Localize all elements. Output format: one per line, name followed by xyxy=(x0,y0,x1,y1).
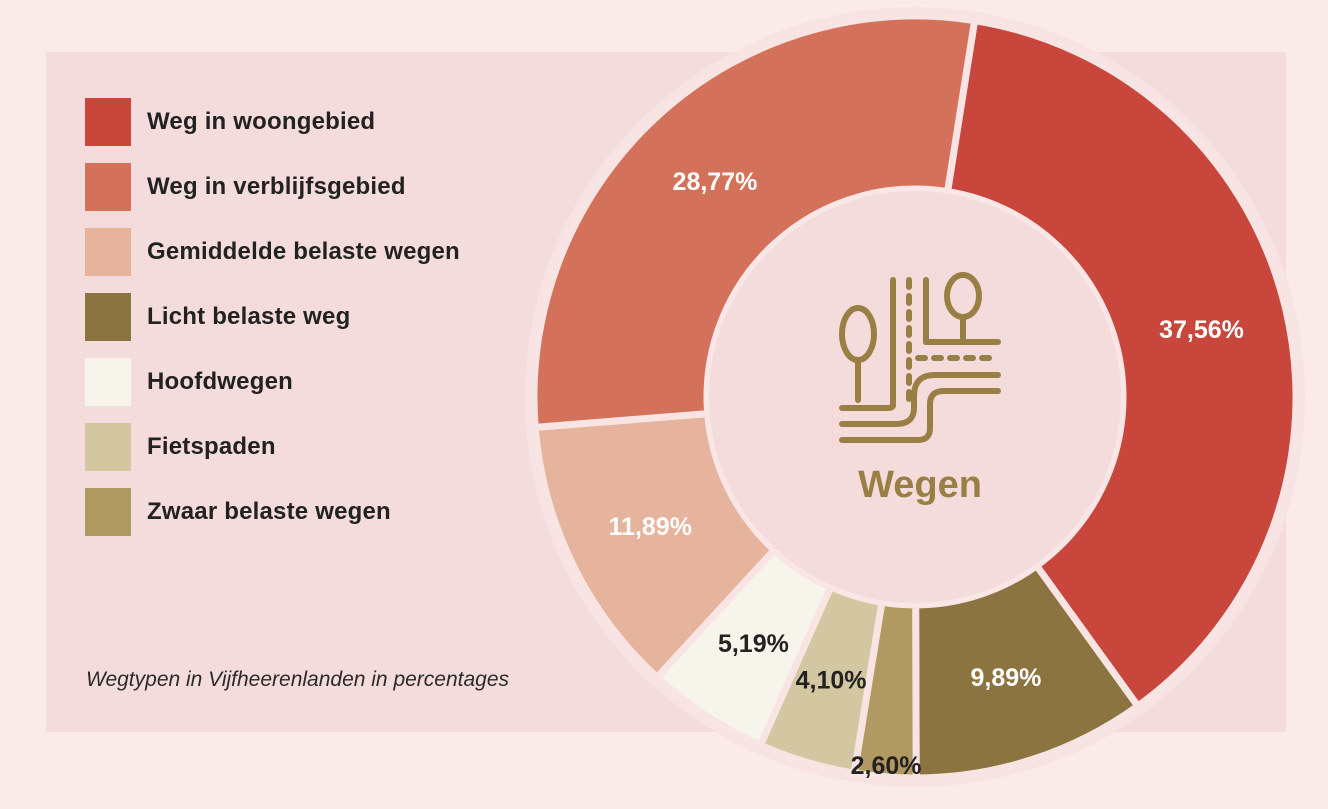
legend-swatch xyxy=(85,163,131,211)
legend-label: Zwaar belaste wegen xyxy=(147,498,391,525)
legend-item-weg-in-woongebied: Weg in woongebied xyxy=(85,98,460,146)
segment-label-weg-in-woongebied: 37,56% xyxy=(1159,316,1244,344)
legend-label: Gemiddelde belaste wegen xyxy=(147,238,460,265)
legend-label: Fietspaden xyxy=(147,433,276,460)
chart-caption: Wegtypen in Vijfheerenlanden in percenta… xyxy=(86,668,510,691)
legend-item-zwaar-belaste-wegen: Zwaar belaste wegen xyxy=(85,488,460,536)
legend-label: Weg in verblijfsgebied xyxy=(147,173,406,200)
segment-label-weg-in-verblijfsgebied: 28,77% xyxy=(673,168,758,196)
legend-label: Weg in woongebied xyxy=(147,108,376,135)
legend-item-fietspaden: Fietspaden xyxy=(85,423,460,471)
center-label: Wegen xyxy=(858,464,982,506)
legend-item-hoofdwegen: Hoofdwegen xyxy=(85,358,460,406)
legend-item-gemiddelde-belaste-wegen: Gemiddelde belaste wegen xyxy=(85,228,460,276)
legend-swatch xyxy=(85,98,131,146)
legend-label: Licht belaste weg xyxy=(147,303,351,330)
segment-label-gemiddelde-belaste-wegen: 11,89% xyxy=(609,513,692,541)
segment-label-fietspaden: 4,10% xyxy=(796,666,867,694)
legend-swatch xyxy=(85,358,131,406)
segment-labels: 37,56% 9,89% 2,60% 4,10%5,19% 11,89% 28,77% xyxy=(609,168,1244,780)
segment-label-licht-belaste-weg: 9,89% xyxy=(970,664,1041,692)
segment-label-hoofdwegen: 5,19% xyxy=(718,630,789,658)
road-with-trees-icon xyxy=(839,272,1001,443)
legend-swatch xyxy=(85,423,131,471)
legend-item-licht-belaste-weg: Licht belaste weg xyxy=(85,293,460,341)
legend-swatch xyxy=(85,293,131,341)
legend-swatch xyxy=(85,488,131,536)
legend: Weg in woongebied Weg in verblijfsgebied G… xyxy=(85,98,460,553)
legend-label: Hoofdwegen xyxy=(147,368,293,395)
legend-swatch xyxy=(85,228,131,276)
legend-item-weg-in-verblijfsgebied: Weg in verblijfsgebied xyxy=(85,163,460,211)
segment-label-zwaar-belaste-wegen: 2,60% xyxy=(851,752,922,780)
